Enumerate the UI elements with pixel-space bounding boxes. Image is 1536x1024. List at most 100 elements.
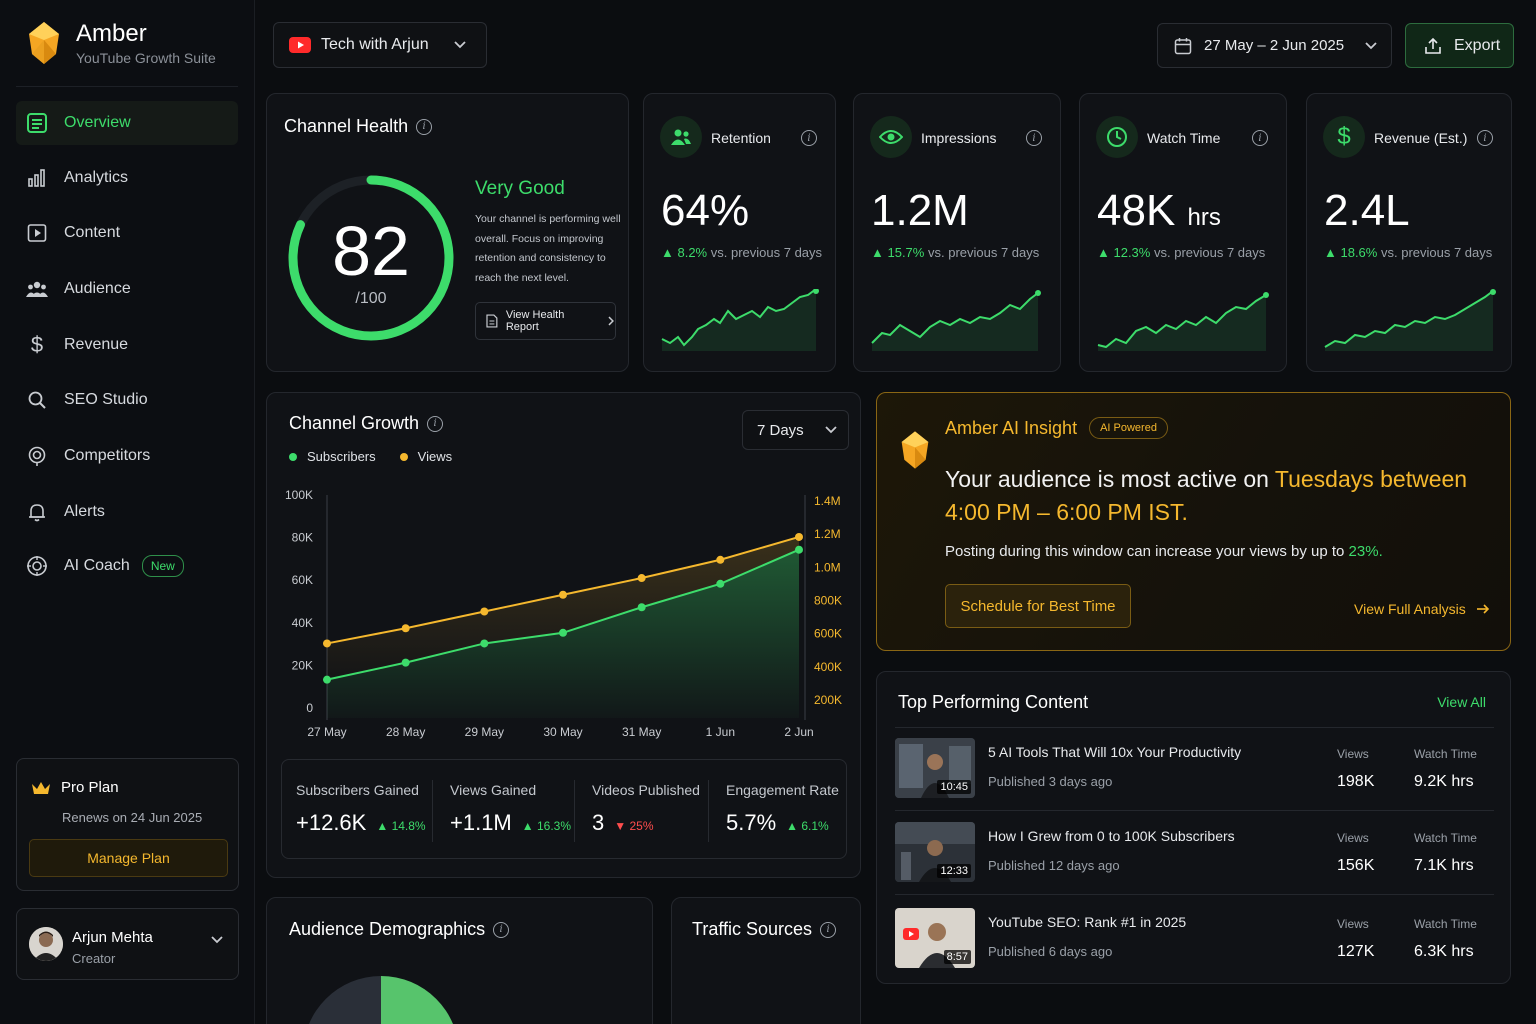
views-point bbox=[480, 607, 489, 616]
kpi-value: 1.2M bbox=[871, 186, 969, 236]
sidebar-item-audience[interactable]: Audience bbox=[16, 267, 238, 311]
video-duration: 12:33 bbox=[937, 864, 971, 878]
plan-card: Pro Plan Renews on 24 Jun 2025 Manage Pl… bbox=[16, 758, 239, 891]
traffic-sources-card: Traffic Sources i bbox=[671, 897, 861, 1024]
demographics-pie-chart bbox=[309, 976, 453, 1024]
trend-up-icon: ▲ bbox=[871, 245, 888, 260]
kpi-delta-value: 15.7% bbox=[887, 245, 925, 260]
sidebar-item-ai-coach[interactable]: AI Coach New bbox=[16, 544, 238, 588]
stat-value: +12.6K bbox=[296, 810, 367, 835]
sidebar-item-label: Revenue bbox=[64, 336, 129, 353]
y-axis-left-tick: 40K bbox=[292, 616, 313, 630]
sidebar-item-revenue[interactable]: $ Revenue bbox=[16, 323, 238, 367]
kpi-number: 48K bbox=[1097, 186, 1176, 235]
info-icon[interactable]: i bbox=[1477, 130, 1493, 146]
audience-demographics-card: Audience Demographics i bbox=[266, 897, 653, 1024]
table-row[interactable]: 12:33 How I Grew from 0 to 100K Subscrib… bbox=[895, 812, 1493, 896]
sidebar-item-label: Alerts bbox=[64, 503, 105, 520]
kpi-delta-text: vs. previous 7 days bbox=[1380, 245, 1493, 260]
views-value: 156K bbox=[1337, 857, 1375, 874]
x-axis-tick: 29 May bbox=[465, 725, 504, 739]
period-selector[interactable]: 7 Days bbox=[742, 410, 849, 450]
insight-title: Amber AI Insight bbox=[945, 417, 1078, 438]
brand[interactable]: Amber YouTube Growth Suite bbox=[26, 20, 216, 66]
user-menu[interactable]: Arjun Mehta Creator bbox=[16, 908, 239, 980]
sidebar-item-label: Audience bbox=[64, 280, 131, 297]
info-icon[interactable]: i bbox=[416, 118, 433, 135]
bell-icon bbox=[26, 501, 48, 523]
sidebar-item-label: Overview bbox=[64, 114, 131, 131]
channel-health-card: Channel Health i 82 /100 Very Good Your … bbox=[266, 93, 629, 372]
schedule-best-time-button[interactable]: Schedule for Best Time bbox=[945, 584, 1131, 628]
info-icon[interactable]: i bbox=[820, 921, 837, 938]
sidebar-item-label: AI Coach bbox=[64, 557, 130, 574]
info-icon[interactable]: i bbox=[427, 415, 444, 432]
kpi-card-revenue[interactable]: $ Revenue (Est.) i 2.4L ▲ 18.6% vs. prev… bbox=[1306, 93, 1512, 372]
info-icon[interactable]: i bbox=[801, 130, 817, 146]
video-thumbnail: 12:33 bbox=[895, 822, 975, 882]
legend-subscribers[interactable]: Subscribers bbox=[289, 449, 376, 464]
sidebar-item-label: Analytics bbox=[64, 169, 129, 186]
sidebar-item-overview[interactable]: Overview bbox=[16, 101, 238, 145]
crown-icon bbox=[32, 781, 50, 794]
views-value: 198K bbox=[1337, 773, 1375, 790]
arrow-right-icon bbox=[1476, 604, 1489, 614]
sidebar-item-competitors[interactable]: Competitors bbox=[16, 434, 238, 478]
y-axis-left-tick: 60K bbox=[292, 573, 313, 587]
stat-subscribers-gained: Subscribers Gained +12.6K ▲ 14.8% bbox=[282, 760, 432, 858]
video-thumbnail: 10:45 bbox=[895, 738, 975, 798]
video-title: How I Grew from 0 to 100K Subscribers bbox=[988, 828, 1235, 844]
legend-views[interactable]: Views bbox=[399, 449, 452, 464]
sidebar-item-content[interactable]: Content bbox=[16, 211, 238, 255]
stat-label: Videos Published bbox=[592, 782, 700, 798]
subscribers-point bbox=[795, 545, 803, 554]
info-icon[interactable]: i bbox=[1026, 130, 1042, 146]
chevron-right-icon bbox=[608, 316, 615, 326]
channel-health-title: Channel Health bbox=[284, 116, 409, 136]
stat-delta: ▲ 6.1% bbox=[786, 819, 829, 833]
kpi-delta: ▲ 15.7% vs. previous 7 days bbox=[871, 245, 1039, 260]
stat-label: Subscribers Gained bbox=[296, 782, 419, 798]
info-icon[interactable]: i bbox=[493, 921, 510, 938]
kpi-number: 64% bbox=[661, 186, 750, 235]
avatar bbox=[29, 927, 63, 961]
stat-value: 5.7% bbox=[726, 810, 777, 835]
video-duration: 10:45 bbox=[937, 780, 971, 794]
clock-icon bbox=[1096, 116, 1138, 158]
view-health-report-button[interactable]: View Health Report bbox=[475, 302, 616, 340]
views-point bbox=[401, 624, 410, 633]
date-range-picker[interactable]: 27 May – 2 Jun 2025 bbox=[1157, 23, 1392, 68]
views-point bbox=[559, 590, 567, 599]
kpi-card-retention[interactable]: Retention i 64% ▲ 8.2% vs. previous 7 da… bbox=[643, 93, 836, 372]
table-row[interactable]: 8:57 YouTube SEO: Rank #1 in 2025 Publis… bbox=[895, 898, 1493, 982]
manage-plan-button[interactable]: Manage Plan bbox=[29, 839, 228, 877]
traffic-sources-title: Traffic Sources bbox=[692, 919, 813, 939]
views-label: Views bbox=[1337, 747, 1369, 761]
kpi-number: 2.4L bbox=[1324, 186, 1410, 235]
sidebar-item-alerts[interactable]: Alerts bbox=[16, 490, 238, 534]
export-button[interactable]: Export bbox=[1405, 23, 1514, 68]
stat-views-gained: Views Gained +1.1M ▲ 16.3% bbox=[436, 760, 576, 858]
subscribers-point bbox=[480, 639, 489, 648]
sidebar-item-analytics[interactable]: Analytics bbox=[16, 156, 238, 200]
kpi-card-impressions[interactable]: Impressions i 1.2M ▲ 15.7% vs. previous … bbox=[853, 93, 1061, 372]
stat-value: +1.1M bbox=[450, 810, 512, 835]
plan-title: Pro Plan bbox=[61, 779, 119, 796]
view-all-link[interactable]: View All bbox=[1437, 694, 1486, 710]
subscribers-point bbox=[637, 603, 646, 612]
user-name: Arjun Mehta bbox=[72, 929, 153, 946]
dollar-icon: $ bbox=[30, 332, 44, 357]
watch-time-sparkline bbox=[1097, 292, 1269, 351]
health-score-value: 82 bbox=[332, 212, 410, 290]
kpi-delta-text: vs. previous 7 days bbox=[927, 245, 1040, 260]
channel-selector[interactable]: Tech with Arjun bbox=[273, 22, 487, 68]
kpi-delta-value: 12.3% bbox=[1113, 245, 1151, 260]
sidebar-item-seo-studio[interactable]: SEO Studio bbox=[16, 378, 238, 422]
x-axis-tick: 27 May bbox=[307, 725, 346, 739]
kpi-card-watch-time[interactable]: Watch Time i 48K hrs ▲ 12.3% vs. previou… bbox=[1079, 93, 1287, 372]
kpi-value: 48K hrs bbox=[1097, 186, 1221, 236]
y-axis-right-tick: 400K bbox=[814, 660, 842, 674]
table-row[interactable]: 10:45 5 AI Tools That Will 10x Your Prod… bbox=[895, 728, 1493, 812]
view-full-analysis-link[interactable]: View Full Analysis bbox=[1354, 601, 1490, 617]
info-icon[interactable]: i bbox=[1252, 130, 1268, 146]
